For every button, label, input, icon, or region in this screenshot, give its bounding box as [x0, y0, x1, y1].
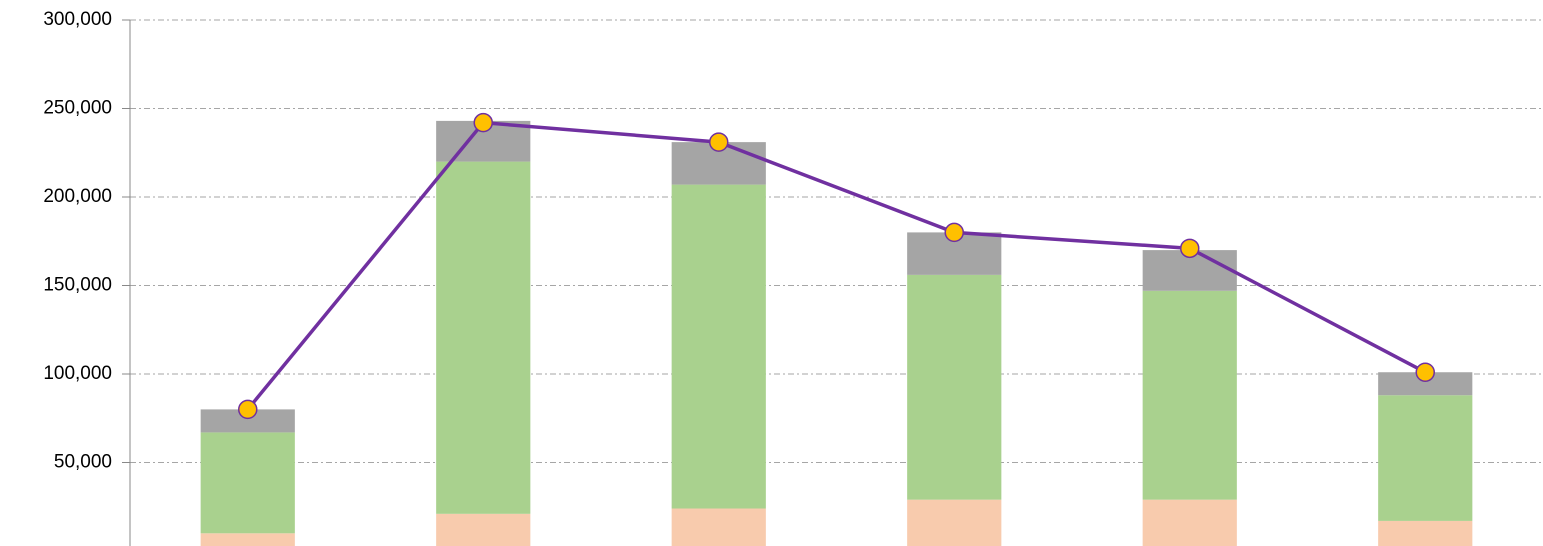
bar-segment: [201, 432, 295, 533]
line: [248, 123, 1426, 410]
y-tick-label: 250,000: [43, 98, 112, 119]
y-tick-label: 50,000: [54, 452, 112, 473]
y-tick-label: 150,000: [43, 275, 112, 296]
line-marker: [474, 114, 492, 132]
bar-segment: [201, 533, 295, 546]
y-tick-label: 300,000: [43, 9, 112, 30]
line-marker: [1416, 363, 1434, 381]
y-tick-label: 200,000: [43, 186, 112, 207]
y-tick-label: 100,000: [43, 363, 112, 384]
line-marker: [710, 133, 728, 151]
bar-segment: [672, 185, 766, 509]
bar-segment: [907, 275, 1001, 500]
line-marker: [1181, 239, 1199, 257]
chart: 50,000 100,000 150,000 200,000 250,000 300,00…: [0, 0, 1543, 546]
bar-segment: [1143, 291, 1237, 500]
line-marker: [239, 400, 257, 418]
line-marker: [945, 223, 963, 241]
bar-segment: [1378, 395, 1472, 521]
bar-segment: [907, 500, 1001, 546]
bar-segment: [672, 509, 766, 546]
bar-segment: [436, 162, 530, 514]
bar-segment: [436, 514, 530, 546]
bar-segment: [1143, 500, 1237, 546]
bar-segment: [1378, 521, 1472, 546]
